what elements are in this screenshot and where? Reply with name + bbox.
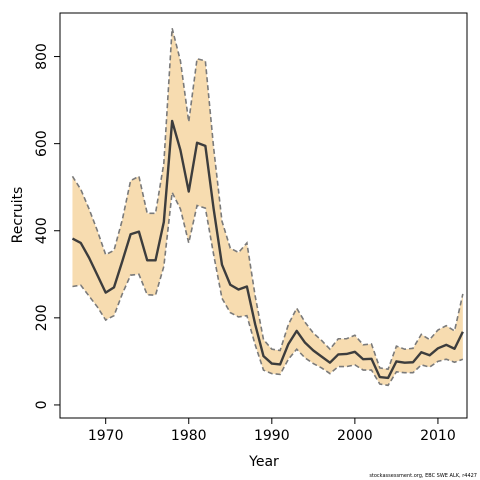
y-axis-title: Recruits [10, 187, 26, 244]
x-axis-title: Year [248, 454, 279, 470]
recruits-estimate-line [71, 119, 464, 380]
x-tick-label-1980: 1980 [171, 428, 207, 444]
x-tick-label-2010: 2010 [420, 428, 456, 444]
y-tick-label-400: 400 [34, 217, 50, 244]
credit-text: stockassessment.org, EBC SWE ALK, r4427 [369, 473, 477, 479]
y-tick-label-200: 200 [34, 304, 50, 331]
x-tick-label-1970: 1970 [88, 428, 124, 444]
y-tick-label-800: 800 [34, 43, 50, 70]
y-tick-label-0: 0 [34, 400, 50, 409]
x-tick-label-1990: 1990 [254, 428, 290, 444]
upper-bound-line [71, 28, 464, 371]
x-tick-label-2000: 2000 [337, 428, 373, 444]
chart-marks [71, 28, 464, 387]
chart-axes: 1970 1980 1990 2000 2010 0 200 400 600 800 [34, 43, 456, 444]
y-tick-label-600: 600 [34, 130, 50, 157]
lower-bound-line [72, 189, 464, 387]
plot-frame [59, 12, 468, 419]
confidence-band [72, 28, 463, 386]
